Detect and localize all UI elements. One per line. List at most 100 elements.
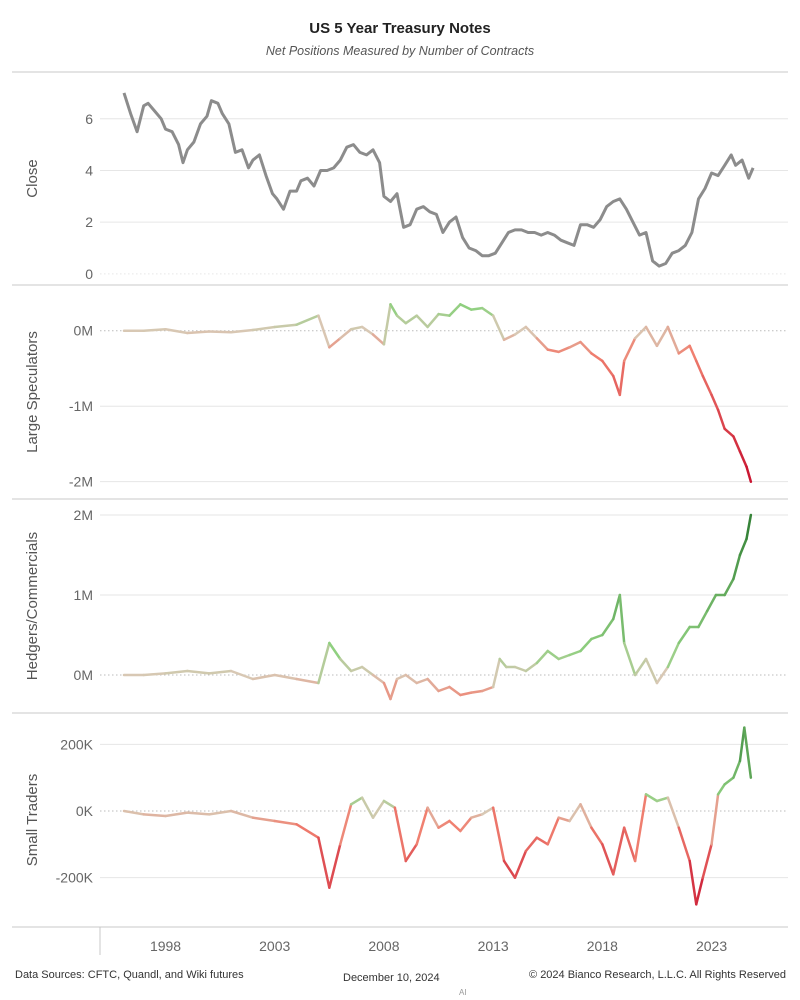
- y-tick-label: -2M: [69, 474, 93, 490]
- y-axis-label: Close: [24, 159, 41, 197]
- series-segment: [480, 685, 495, 693]
- series-segment: [328, 337, 342, 349]
- series-segment: [644, 325, 659, 348]
- y-axis-label: Hedgers/Commercials: [24, 532, 41, 680]
- series-segment: [448, 303, 462, 317]
- series-segment: [579, 803, 593, 829]
- series-segment: [459, 691, 473, 697]
- series-segment: [437, 685, 451, 693]
- y-tick-label: 0M: [74, 667, 93, 683]
- series-segment: [415, 314, 429, 329]
- series-segment: [229, 809, 255, 819]
- series-segment: [395, 314, 408, 325]
- series-segment: [546, 348, 560, 354]
- series-segment: [437, 819, 451, 829]
- series-segment: [404, 673, 418, 685]
- series-segment: [459, 303, 473, 311]
- series-segment: [371, 333, 386, 346]
- series-segment: [448, 685, 462, 697]
- series-segment: [349, 325, 364, 331]
- series-segment: [360, 665, 375, 677]
- series-segment: [229, 669, 255, 681]
- y-tick-label: -1M: [69, 398, 93, 414]
- series-segment: [633, 657, 648, 677]
- series-segment: [251, 673, 276, 681]
- series-segment: [557, 816, 571, 823]
- series-segment: [360, 325, 375, 336]
- series-segment: [738, 726, 746, 763]
- series-segment: [579, 637, 593, 653]
- x-tick-label: 2008: [368, 938, 399, 954]
- series-segment: [186, 669, 211, 675]
- x-tick-label: 2018: [587, 938, 618, 954]
- y-tick-label: -200K: [56, 870, 94, 886]
- series-segment: [622, 641, 637, 677]
- series-segment: [459, 816, 473, 833]
- y-tick-label: 6: [85, 111, 93, 127]
- series-segment: [590, 352, 604, 363]
- y-tick-label: 4: [85, 162, 93, 178]
- series-segment: [701, 843, 713, 879]
- footer-data-sources: Data Sources: CFTC, Quandl, and Wiki fut…: [15, 969, 244, 981]
- series-segment: [229, 328, 255, 334]
- series-segment: [470, 689, 484, 694]
- series-segment: [415, 806, 429, 846]
- series-segment: [579, 340, 593, 355]
- series-segment: [393, 806, 408, 863]
- series-segment: [590, 633, 604, 641]
- series-segment: [480, 306, 495, 317]
- series-segment: [743, 726, 753, 779]
- series-segment: [491, 657, 501, 689]
- series-segment: [524, 836, 539, 853]
- series-segment: [251, 816, 276, 823]
- series-segment: [695, 876, 705, 906]
- series-segment: [568, 649, 582, 657]
- series-segment: [666, 796, 681, 829]
- series-segment: [633, 793, 648, 863]
- series-segment: [710, 393, 720, 412]
- series-segment: [723, 577, 735, 597]
- series-segment: [295, 314, 320, 326]
- series-segment: [186, 330, 211, 335]
- series-segment: [688, 344, 698, 363]
- series-segment: [546, 649, 560, 661]
- series-segment: [480, 806, 495, 816]
- series-segment: [590, 826, 604, 846]
- footer-date: December 10, 2024: [343, 972, 440, 984]
- series-segment: [382, 681, 392, 701]
- series-segment: [666, 641, 681, 669]
- series-segment: [695, 359, 705, 378]
- series-segment: [295, 823, 320, 839]
- series-segment: [557, 346, 571, 354]
- series-segment: [164, 327, 189, 335]
- series-segment: [601, 617, 615, 637]
- series-segment: [142, 672, 167, 677]
- series-segment: [437, 312, 451, 317]
- y-tick-label: 200K: [60, 736, 93, 752]
- series-segment: [732, 553, 742, 581]
- series-segment: [339, 803, 353, 846]
- series-segment: [677, 625, 691, 645]
- series-segment: [498, 657, 508, 669]
- series-segment: [491, 314, 506, 342]
- y-tick-label: 0: [85, 266, 93, 282]
- series-segment: [382, 303, 392, 346]
- series-segment: [701, 374, 713, 397]
- series-segment: [142, 327, 167, 332]
- series-segment: [710, 793, 720, 846]
- series-segment: [644, 793, 659, 803]
- series-segment: [317, 641, 331, 685]
- y-tick-label: 0M: [74, 323, 93, 339]
- series-segment: [732, 759, 742, 779]
- series-segment: [738, 537, 748, 557]
- y-tick-label: 1M: [74, 587, 93, 603]
- close-series-line: [122, 92, 755, 268]
- series-segment: [535, 337, 549, 351]
- series-segment: [502, 333, 517, 342]
- series-segment: [328, 843, 342, 889]
- series-segment: [732, 435, 742, 453]
- series-segment: [207, 809, 233, 816]
- series-segment: [349, 665, 364, 673]
- series-segment: [524, 661, 539, 673]
